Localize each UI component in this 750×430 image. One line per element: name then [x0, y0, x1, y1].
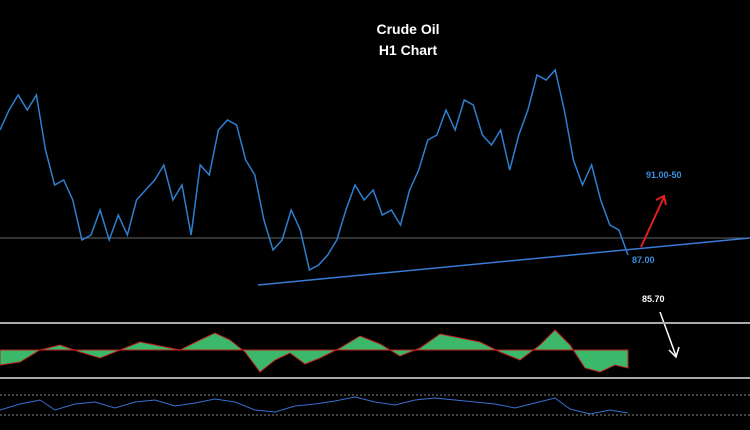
trendline: [257, 237, 750, 286]
chart-subtitle: H1 Chart: [379, 42, 438, 58]
up-arrow: [640, 196, 665, 248]
down-arrow-head: [668, 346, 680, 359]
price-line: [0, 68, 629, 272]
annotation: 91.00-50: [646, 170, 682, 180]
chart-title: Crude Oil: [376, 21, 439, 37]
annotation: 85.70: [642, 294, 665, 304]
oscillator: [0, 329, 629, 373]
annotation: 87.00: [632, 255, 655, 265]
up-arrow-head: [655, 194, 667, 206]
rsi-line: [0, 396, 629, 415]
down-arrow: [659, 311, 677, 357]
